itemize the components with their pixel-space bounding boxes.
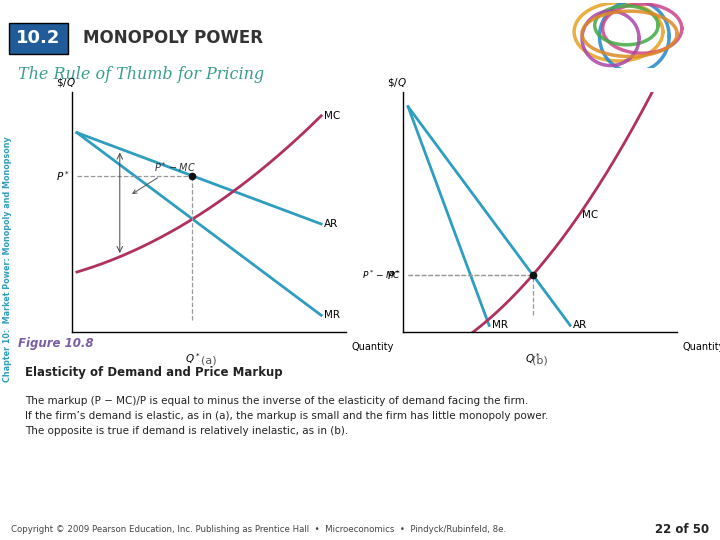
Text: AR: AR	[323, 219, 338, 229]
Text: MONOPOLY POWER: MONOPOLY POWER	[83, 29, 263, 48]
Text: $P^*-MC$: $P^*-MC$	[132, 160, 196, 193]
Text: $P^*-MC$: $P^*-MC$	[361, 269, 401, 281]
Text: 22 of 50: 22 of 50	[655, 523, 709, 536]
Text: MR: MR	[492, 320, 508, 330]
Text: MR: MR	[323, 310, 340, 320]
Text: $\$/Q$: $\$/Q$	[387, 76, 407, 90]
Text: Quantity: Quantity	[683, 342, 720, 352]
Text: Copyright © 2009 Pearson Education, Inc. Publishing as Prentice Hall  •  Microec: Copyright © 2009 Pearson Education, Inc.…	[11, 525, 506, 534]
Text: Figure 10.8: Figure 10.8	[18, 337, 94, 350]
FancyBboxPatch shape	[9, 23, 68, 54]
Text: The markup (P − MC)/P is equal to minus the inverse of the elasticity of demand : The markup (P − MC)/P is equal to minus …	[25, 396, 548, 436]
Text: The Rule of Thumb for Pricing: The Rule of Thumb for Pricing	[18, 66, 264, 83]
Text: Quantity: Quantity	[351, 342, 393, 352]
Text: Elasticity of Demand and Price Markup: Elasticity of Demand and Price Markup	[25, 366, 282, 379]
Text: $P^*$: $P^*$	[55, 169, 70, 183]
Text: $Q^*$: $Q^*$	[525, 352, 541, 366]
Text: $Q^*$: $Q^*$	[184, 352, 200, 366]
Text: (b): (b)	[532, 355, 548, 366]
Text: $P^*$: $P^*$	[387, 268, 401, 282]
Text: MC: MC	[323, 111, 340, 121]
Text: (a): (a)	[201, 355, 217, 366]
Text: Chapter 10:  Market Power: Monopoly and Monopsony: Chapter 10: Market Power: Monopoly and M…	[4, 136, 12, 382]
Text: MC: MC	[582, 210, 598, 220]
Text: AR: AR	[572, 320, 587, 330]
Text: 10.2: 10.2	[16, 29, 60, 48]
Text: $\$/Q$: $\$/Q$	[55, 76, 76, 90]
